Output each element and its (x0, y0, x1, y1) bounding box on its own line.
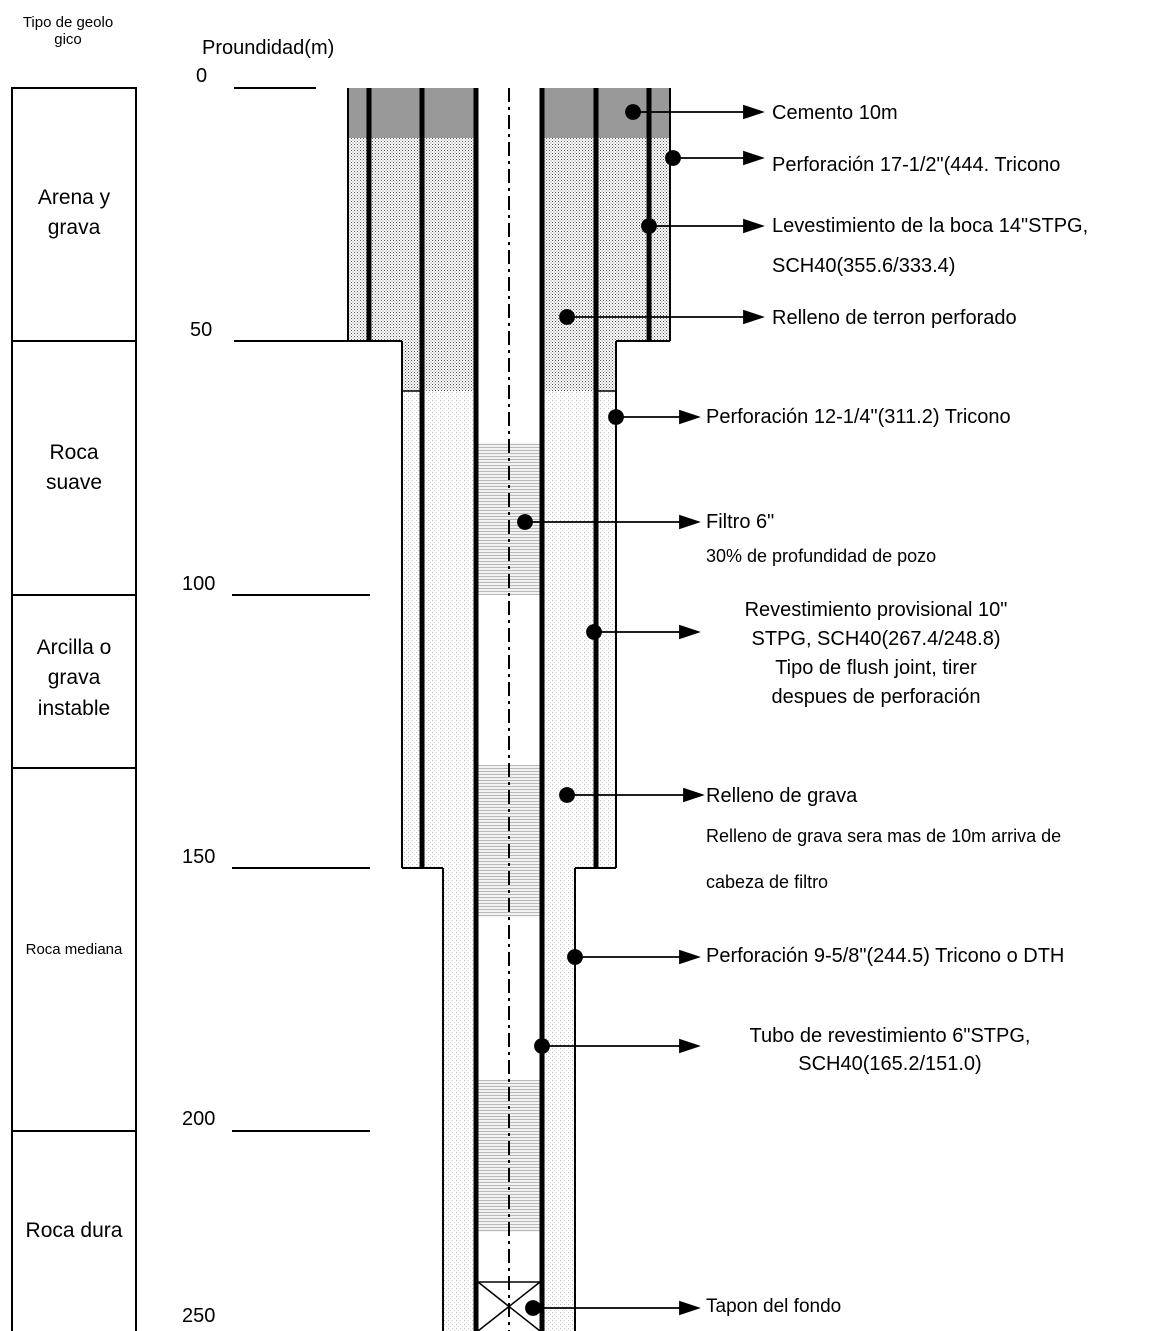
geology-header: Tipo de geolo gico (22, 14, 114, 49)
label-relleno-grava-note1: Relleno de grava sera mas de 10m arriva … (706, 826, 1062, 846)
leaders (517, 104, 765, 1316)
layer-arcilla: Arcilla o grava instable (36, 636, 112, 720)
depth-header: Proundidad(m) (202, 37, 335, 59)
depth-label-250: 250 (182, 1305, 216, 1327)
label-casing-14-line1: Levestimiento de la boca 14"STPG, (772, 215, 1089, 237)
label-filtro-note: 30% de profundidad de pozo (706, 546, 937, 566)
label-drill-9: Perforación 9-5/8"(244.5) Tricono o DTH (706, 945, 1065, 967)
label-filtro: Filtro 6" (706, 511, 775, 533)
bore-lower (442, 868, 576, 1331)
bore-middle (401, 88, 617, 869)
depth-label-200: 200 (182, 1108, 216, 1130)
depth-label-150: 150 (182, 846, 216, 868)
layer-box-roca-mediana (11, 767, 137, 1132)
layer-roca-mediana: Roca mediana (25, 941, 123, 958)
label-drill-12: Perforación 12-1/4"(311.2) Tricono (706, 406, 1011, 428)
label-tapon: Tapon del fondo (706, 1296, 842, 1317)
label-casing-14-line2: SCH40(355.6/333.4) (772, 255, 956, 277)
depth-label-50: 50 (190, 319, 213, 341)
filter-screen-2 (478, 765, 540, 917)
label-drill-17: Perforación 17-1/2"(444. Tricono (772, 154, 1061, 176)
geology-column (11, 87, 137, 1331)
label-relleno-grava-note2: cabeza de filtro (706, 872, 829, 892)
label-relleno-terron: Relleno de terron perforado (772, 307, 1017, 329)
layer-roca-dura: Roca dura (25, 1219, 123, 1242)
label-cement: Cemento 10m (772, 102, 898, 124)
label-tubo-6: Tubo de revestimiento 6"STPG, SCH40(165.… (749, 1025, 1031, 1075)
filter-screen-3 (478, 1080, 540, 1232)
bottom-plug (476, 1281, 542, 1331)
layer-roca-suave: Roca suave (45, 441, 103, 495)
depth-label-0: 0 (196, 65, 208, 87)
label-revest-prov: Revestimiento provisional 10" STPG, SCH4… (744, 599, 1008, 708)
label-relleno-grava: Relleno de grava (706, 785, 858, 807)
layer-arena-y-grava: Arena y grava (37, 186, 111, 240)
bore-upper (347, 88, 671, 342)
depth-label-100: 100 (182, 573, 216, 595)
